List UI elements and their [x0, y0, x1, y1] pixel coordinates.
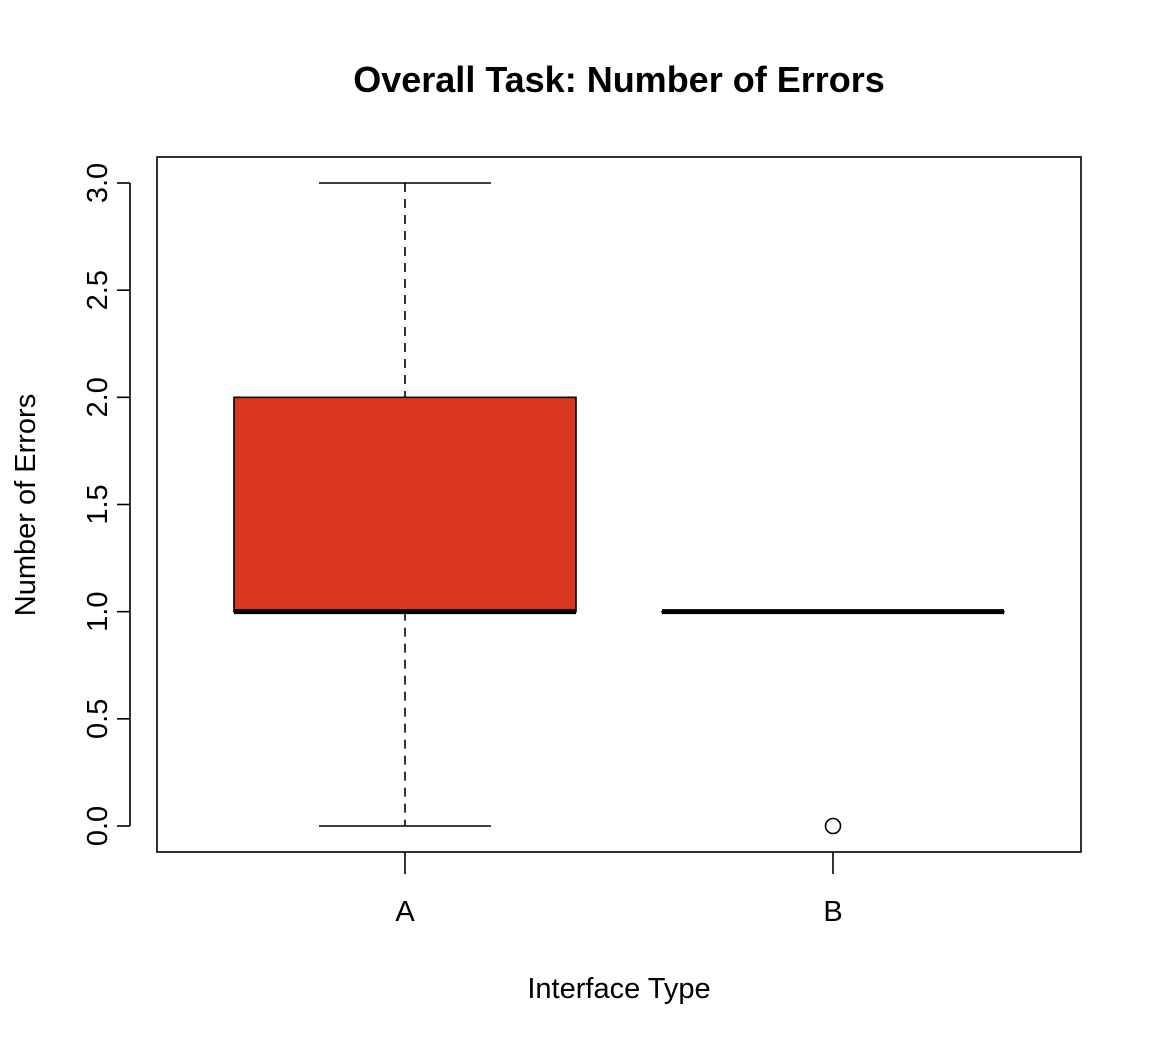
y-tick-label: 0.5	[82, 699, 114, 739]
boxes	[233, 182, 1005, 835]
outlier-point	[824, 817, 842, 835]
y-tick-label: 1.5	[82, 484, 114, 524]
chart-title: Overall Task: Number of Errors	[353, 59, 885, 100]
y-tick-label: 0.0	[82, 806, 114, 846]
x-axis-label: Interface Type	[527, 973, 710, 1005]
box-A	[233, 182, 577, 827]
box-B	[661, 609, 1005, 835]
x-tick-label: B	[823, 896, 842, 928]
box-iqr	[233, 396, 577, 613]
x-tick-label: A	[395, 896, 415, 928]
y-tick-label: 1.0	[82, 592, 114, 632]
plot-frame	[156, 156, 1082, 853]
y-tick-label: 2.5	[82, 270, 114, 310]
y-axis-label: Number of Errors	[10, 394, 42, 616]
y-tick-label: 2.0	[82, 377, 114, 417]
y-axis: 0.0 0.5 1.0 1.5 2.0 2.5 3.0	[82, 163, 131, 846]
y-tick-label: 3.0	[82, 163, 114, 203]
